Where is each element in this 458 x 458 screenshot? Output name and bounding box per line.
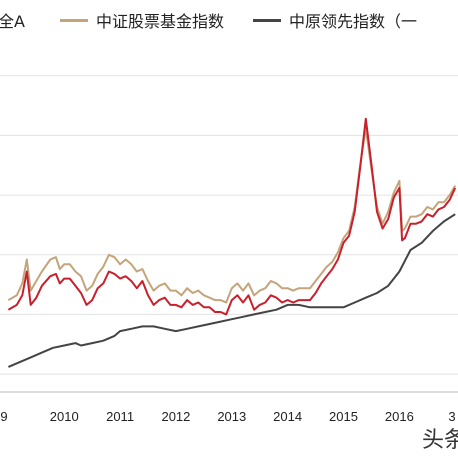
x-tick-label-4: 2013: [217, 409, 246, 424]
legend-swatch-leading-index: [253, 18, 281, 22]
x-tick-label-0: 9: [0, 409, 7, 424]
legend-label-fund-index: 中证股票基金指数: [96, 12, 225, 31]
gridlines: [0, 75, 458, 375]
x-tick-label-8: 3: [448, 409, 455, 424]
x-tick-label-5: 2014: [273, 409, 302, 424]
x-tick-labels: 9 2010 2011 2012 2013 2014 2015 2016 3: [0, 409, 455, 424]
legend-swatch-fund-index: [60, 18, 88, 22]
legend-item-all-a: 全A: [0, 8, 25, 32]
legend-item-fund-index: 中证股票基金指数: [60, 8, 224, 32]
legend: 全A 中证股票基金指数 中原领先指数（一: [0, 2, 458, 32]
x-tick-label-6: 2015: [329, 409, 358, 424]
series-line-1: [7, 127, 457, 304]
x-tick-label-2: 2011: [106, 409, 134, 424]
series-line-2: [8, 213, 456, 368]
series-group: [7, 117, 457, 368]
legend-label-all-a: 全A: [0, 12, 25, 31]
watermark: 头条: [421, 428, 458, 453]
legend-label-leading-index: 中原领先指数（一: [289, 12, 418, 31]
legend-item-leading-index: 中原领先指数（一: [253, 8, 417, 32]
x-tick-label-7: 2016: [385, 409, 414, 424]
x-tick-label-3: 2012: [161, 409, 190, 424]
series-line-0: [7, 117, 457, 316]
x-tick-label-1: 2010: [50, 409, 79, 424]
